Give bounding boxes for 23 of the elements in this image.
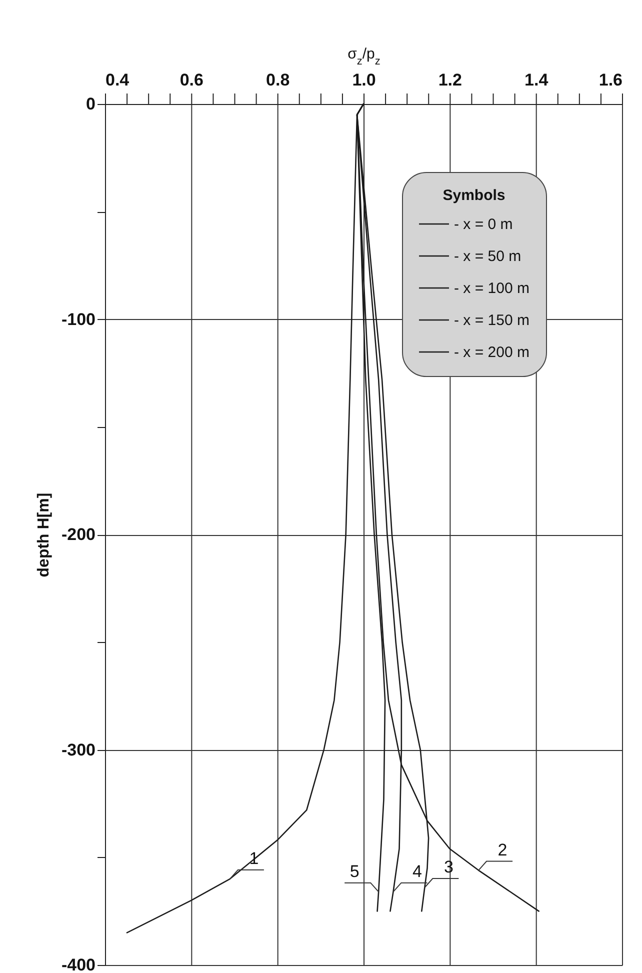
x-tick-label: 1.6: [598, 70, 622, 90]
x-tick-label: 0.4: [106, 70, 130, 90]
y-tick-label: -400: [61, 956, 96, 973]
x-tick-label: 1.2: [438, 70, 462, 90]
x-tick-label: 0.8: [266, 70, 290, 90]
y-tick-label: 0: [86, 94, 96, 114]
x-tick-label: 0.6: [180, 70, 204, 90]
legend-label: - x = 100 m: [454, 280, 530, 297]
legend-label: - x = 50 m: [454, 248, 522, 265]
legend-label: - x = 0 m: [454, 216, 513, 233]
legend-label: - x = 200 m: [454, 344, 530, 361]
y-tick-label: -300: [61, 740, 96, 760]
x-axis-title: σ$_{z}$/p$_{z}$: [348, 46, 380, 68]
annotation: 5: [350, 862, 360, 881]
legend-title: Symbols: [442, 187, 506, 204]
y-tick-label: -200: [61, 525, 96, 544]
legend-label: - x = 150 m: [454, 312, 530, 329]
annotation: 2: [498, 840, 508, 860]
annotation: 4: [412, 862, 422, 881]
y-axis-title: depth H[m]: [35, 492, 52, 578]
x-tick-label: 1.0: [352, 70, 376, 90]
y-tick-label: -100: [61, 310, 96, 329]
x-tick-label: 1.4: [524, 70, 549, 90]
